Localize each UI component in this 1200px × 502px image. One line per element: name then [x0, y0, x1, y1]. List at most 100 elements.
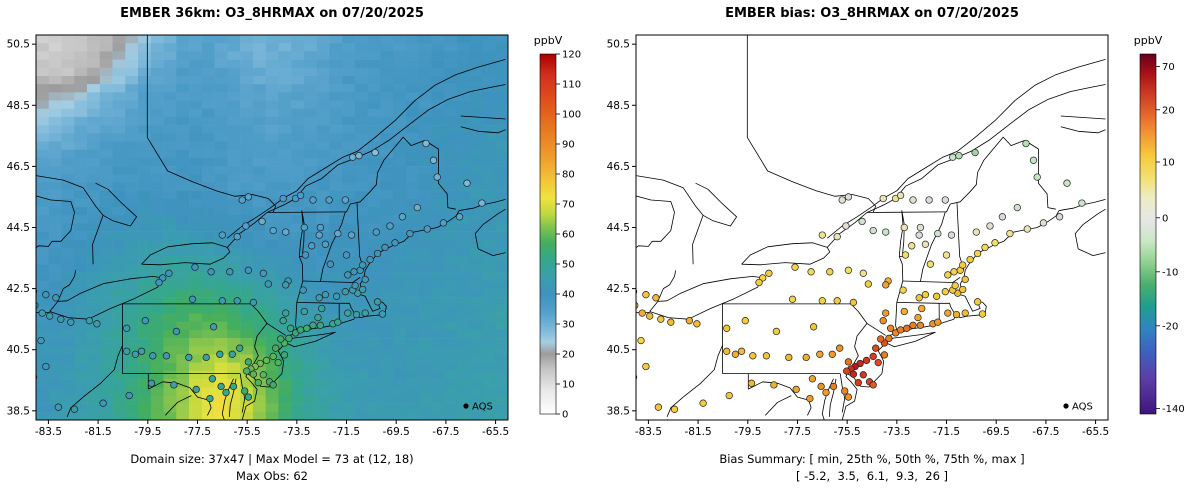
station-dot	[373, 249, 382, 258]
bias-caption-summary-values: [ -5.2, 3.5, 6.1, 9.3, 26 ]	[795, 469, 949, 483]
station-dot	[207, 268, 215, 276]
x-axis: -83.5 -81.5 -79.5 -77.5 -75.5 -73.5 -71.5 -69.5…	[635, 420, 1109, 438]
station-dot	[398, 213, 407, 221]
station-dot	[325, 196, 333, 204]
station-dot	[413, 203, 421, 212]
station-dot	[926, 260, 935, 268]
colorbar-tick-label: 0	[562, 410, 568, 421]
model-raster-layer	[36, 35, 508, 420]
colorbar-gradient	[539, 53, 557, 415]
station-dot	[896, 191, 905, 200]
station-dot	[123, 347, 131, 355]
station-dot	[844, 358, 853, 366]
station-dot	[264, 280, 272, 288]
station-dot	[381, 243, 389, 252]
station-dot	[1078, 199, 1086, 207]
station-dot	[869, 352, 877, 361]
x-tick-label: -71.5	[333, 426, 360, 438]
station-dot	[249, 370, 258, 378]
station-dot	[269, 226, 277, 235]
station-dot	[807, 268, 815, 276]
station-dot	[478, 199, 486, 207]
station-dot	[862, 356, 871, 365]
station-dot	[149, 352, 157, 360]
station-dot	[657, 315, 665, 323]
station-dot	[973, 298, 982, 306]
station-dot	[986, 222, 994, 230]
station-dot	[274, 358, 282, 367]
station-dot	[642, 291, 650, 299]
station-dot	[272, 344, 280, 352]
station-dot	[351, 281, 359, 290]
station-dot	[70, 405, 79, 413]
station-dot	[947, 231, 956, 239]
station-dot	[406, 229, 414, 238]
x-tick-label: -73.5	[883, 426, 910, 438]
station-dot	[262, 356, 271, 365]
station-dot	[1023, 225, 1031, 233]
x-tick-label: -67.5	[432, 426, 459, 438]
station-dot	[455, 213, 464, 221]
station-dot	[670, 405, 679, 413]
station-dot	[52, 294, 60, 302]
x-tick-label: -77.5	[184, 426, 211, 438]
station-dot	[818, 231, 826, 239]
station-dot	[802, 353, 810, 362]
y-tick-label: 44.5	[607, 222, 630, 234]
station-dot	[269, 381, 277, 389]
station-dot	[309, 321, 317, 329]
station-dot	[236, 344, 244, 352]
colorbar-tick-label: -10	[1162, 267, 1178, 278]
bias-map-plot: -83.5 -81.5 -79.5 -77.5 -75.5 -73.5 -71.5 -69.5…	[607, 34, 1185, 438]
station-dot	[1039, 219, 1048, 227]
station-dots-layer	[636, 139, 1086, 413]
x-tick-label: -75.5	[234, 426, 261, 438]
station-dot	[131, 350, 140, 358]
y-tick-label: 50.5	[607, 39, 630, 51]
station-dot	[755, 278, 763, 287]
panel-bias: EMBER bias: O3_8HRMAX on 07/20/2025 -83.…	[600, 0, 1200, 502]
station-dot	[359, 285, 367, 294]
colorbar: 70 20 10 0 -10 -20 -140 ppbV	[1134, 34, 1185, 415]
station-dot	[202, 353, 210, 362]
station-dot	[899, 286, 907, 294]
station-dot	[909, 196, 917, 204]
station-dot	[817, 382, 825, 391]
y-tick-label: 38.5	[7, 405, 30, 417]
station-dot	[57, 315, 65, 323]
station-dot	[772, 327, 781, 336]
station-dot	[859, 371, 867, 379]
station-dot	[226, 268, 234, 276]
station-dot	[950, 268, 958, 276]
station-dot	[959, 261, 967, 269]
station-dot	[896, 326, 905, 334]
station-dot	[243, 367, 251, 375]
station-dot	[792, 385, 800, 394]
colorbar-unit-label: ppbV	[1134, 34, 1163, 47]
station-dot	[882, 281, 890, 289]
station-dot	[326, 260, 335, 268]
station-dot	[952, 310, 961, 319]
x-tick-label: -69.5	[983, 426, 1010, 438]
station-dot	[316, 223, 325, 232]
station-dot	[218, 297, 226, 305]
station-dot	[826, 268, 834, 276]
station-dot	[841, 387, 849, 395]
station-dot	[916, 223, 925, 232]
station-dot	[879, 317, 887, 325]
station-dot	[46, 312, 54, 320]
station-dots-layer	[36, 139, 486, 413]
colorbar-tick-label: 110	[562, 80, 581, 91]
colorbar-tick-label: 90	[562, 140, 575, 151]
station-dot	[699, 399, 707, 407]
station-dot	[371, 148, 379, 157]
station-dot	[788, 295, 797, 303]
station-dot	[901, 251, 910, 259]
station-dot	[361, 275, 369, 284]
station-dot	[741, 317, 749, 325]
station-dot	[934, 229, 942, 238]
y-tick-label: 42.5	[7, 283, 30, 295]
station-dot	[886, 324, 895, 332]
station-dot	[900, 223, 908, 232]
station-dot	[693, 320, 701, 328]
